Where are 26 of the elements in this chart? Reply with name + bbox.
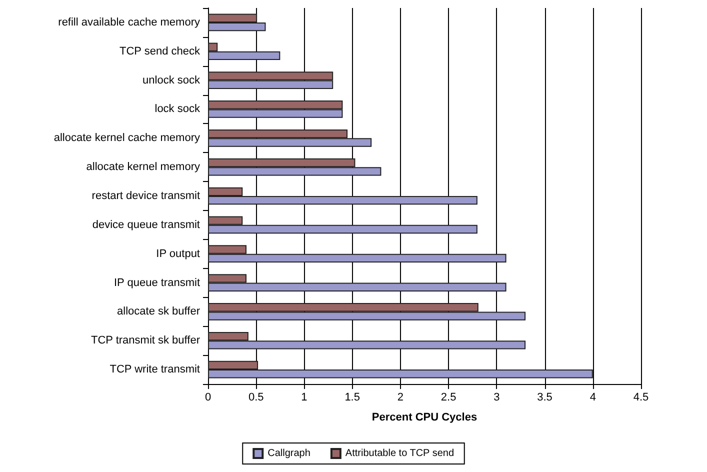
x-tick-label: 1.5 bbox=[344, 392, 360, 404]
x-tick-label: 3 bbox=[494, 392, 500, 404]
y-tick-label: device queue transmit bbox=[92, 218, 200, 231]
legend-label: Callgraph bbox=[268, 448, 310, 459]
y-tick-label: TCP transmit sk buffer bbox=[90, 334, 200, 347]
x-axis-title: Percent CPU Cycles bbox=[372, 412, 478, 424]
legend-label: Attributable to TCP send bbox=[345, 448, 454, 459]
x-tick-label: 1 bbox=[301, 392, 308, 404]
y-tick-label: refill available cache memory bbox=[58, 16, 200, 28]
y-tick-label: IP queue transmit bbox=[114, 276, 200, 289]
x-tick-label: 4.5 bbox=[633, 392, 649, 404]
y-tick-label: unlock sock bbox=[142, 74, 200, 86]
x-tick-label: 2.5 bbox=[440, 392, 456, 404]
y-tick-label: allocate kernel cache memory bbox=[54, 132, 200, 144]
x-tick-label: 0.5 bbox=[248, 392, 264, 404]
y-tick-label: allocate sk buffer bbox=[117, 306, 200, 318]
y-tick-label: IP output bbox=[156, 248, 200, 260]
y-tick-label: allocate kernel memory bbox=[86, 161, 200, 174]
x-tick-label: 0 bbox=[204, 392, 212, 404]
x-tick-label: 2 bbox=[397, 392, 404, 404]
y-tick-label: restart device transmit bbox=[92, 190, 200, 202]
y-tick-label: TCP write transmit bbox=[110, 364, 200, 376]
x-tick-label: 3.5 bbox=[537, 392, 552, 404]
x-tick-label: 4 bbox=[590, 392, 596, 404]
y-tick-label: TCP send check bbox=[119, 45, 200, 58]
y-tick-label: lock sock bbox=[154, 103, 200, 116]
